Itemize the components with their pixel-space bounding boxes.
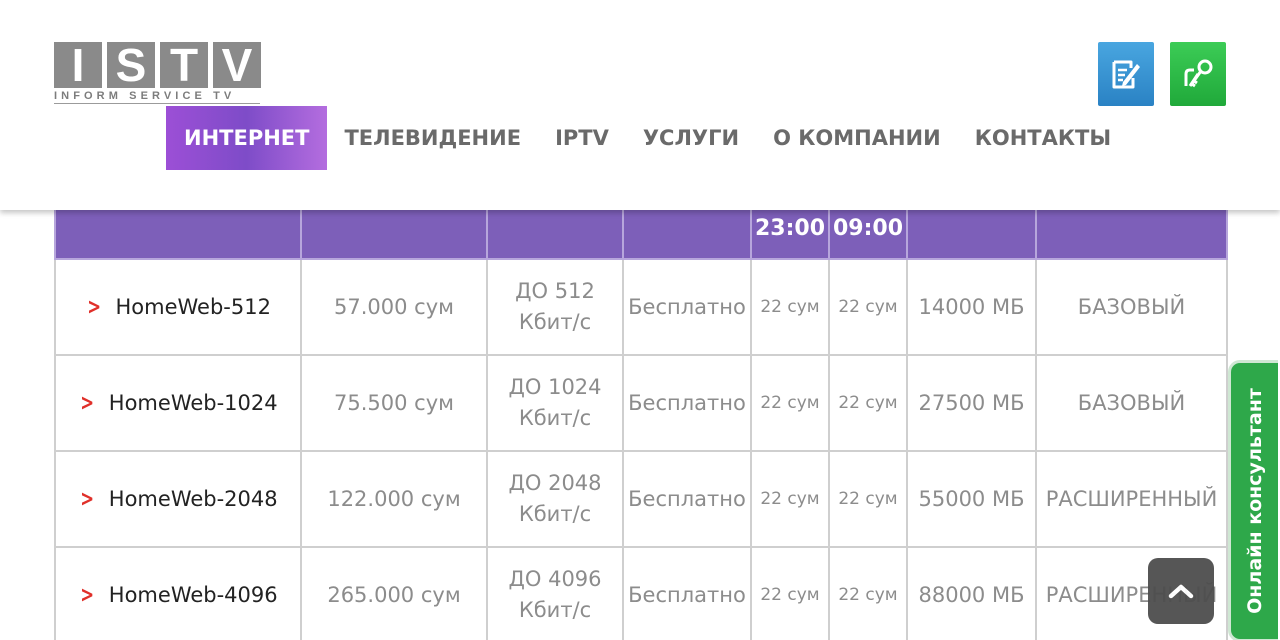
online-consultant-label: Онлайн консультант [1243, 388, 1266, 614]
tariff-rate-a: 22 сум [750, 258, 830, 356]
edit-document-button[interactable] [1098, 42, 1154, 106]
tariff-price: 265.000 сум [300, 546, 488, 640]
tariff-connection: Бесплатно [622, 258, 752, 356]
logo-letter: V [213, 42, 261, 88]
tariff-speed: ДО 1024 Кбит/с [486, 354, 624, 452]
tariff-connection: Бесплатно [622, 546, 752, 640]
main-nav: ИНТЕРНЕТ ТЕЛЕВИДЕНИЕ IPTV УСЛУГИ О КОМПА… [166, 106, 1128, 170]
tariff-traffic: 88000 МБ [906, 546, 1037, 640]
logo-letters: I S T V [54, 42, 264, 88]
tariff-package: БАЗОВЫЙ [1035, 354, 1228, 452]
tariff-package: БАЗОВЫЙ [1035, 258, 1228, 356]
tariff-traffic: 55000 МБ [906, 450, 1037, 548]
edit-document-icon [1112, 60, 1140, 89]
tariff-price: 75.500 сум [300, 354, 488, 452]
tariff-name: HomeWeb-4096 [108, 582, 278, 607]
nav-item-television[interactable]: ТЕЛЕВИДЕНИЕ [344, 126, 522, 150]
nav-item-internet[interactable]: ИНТЕРНЕТ [166, 106, 328, 170]
nav-item-services[interactable]: УСЛУГИ [642, 126, 740, 150]
logo-tagline: INFORM SERVICE TV [54, 90, 260, 104]
scroll-to-top-button[interactable] [1148, 558, 1214, 624]
site-header: I S T V INFORM SERVICE TV [0, 0, 1280, 210]
tariff-traffic: 27500 МБ [906, 354, 1037, 452]
tariff-traffic: 14000 МБ [906, 258, 1037, 356]
table-row: > HomeWeb-512 57.000 сум ДО 512 Кбит/с Бе… [54, 258, 1228, 356]
chevron-right-icon: > [80, 486, 95, 512]
nav-item-iptv[interactable]: IPTV [555, 126, 609, 150]
tariff-connection: Бесплатно [622, 450, 752, 548]
logo-letter: I [54, 42, 102, 88]
tariff-table-wrapper: 23:00 09:00 > HomeWeb-512 57.000 сум ДО 5… [54, 140, 1228, 640]
tariff-table: 23:00 09:00 > HomeWeb-512 57.000 сум ДО 5… [54, 140, 1228, 640]
tariff-speed: ДО 512 Кбит/с [486, 258, 624, 356]
istv-logo[interactable]: I S T V INFORM SERVICE TV [54, 42, 264, 108]
chevron-up-icon [1168, 584, 1194, 599]
tariff-rate-a: 22 сум [750, 354, 830, 452]
nav-item-about[interactable]: О КОМПАНИИ [773, 126, 941, 150]
tariff-connection: Бесплатно [622, 354, 752, 452]
chevron-right-icon: > [87, 294, 102, 320]
tariff-speed: ДО 4096 Кбит/с [486, 546, 624, 640]
tariff-rate-b: 22 сум [828, 546, 908, 640]
table-row: > HomeWeb-4096 265.000 сум ДО 4096 Кбит/с… [54, 546, 1228, 640]
tariff-name-cell[interactable]: > HomeWeb-1024 [54, 354, 302, 452]
tariff-price: 57.000 сум [300, 258, 488, 356]
tariff-rate-b: 22 сум [828, 450, 908, 548]
tariff-rate-a: 22 сум [750, 450, 830, 548]
online-consultant-tab[interactable]: Онлайн консультант [1228, 360, 1278, 640]
tariff-name: HomeWeb-2048 [108, 486, 278, 511]
tariff-rate-a: 22 сум [750, 546, 830, 640]
tariff-name: HomeWeb-1024 [108, 390, 278, 415]
chevron-right-icon: > [80, 390, 95, 416]
tariff-speed: ДО 2048 Кбит/с [486, 450, 624, 548]
table-row: > HomeWeb-2048 122.000 сум ДО 2048 Кбит/с… [54, 450, 1228, 548]
logo-letter: S [107, 42, 155, 88]
table-row: > HomeWeb-1024 75.500 сум ДО 1024 Кбит/с … [54, 354, 1228, 452]
tariff-name: HomeWeb-512 [115, 294, 271, 319]
login-key-button[interactable] [1170, 42, 1226, 106]
tariff-name-cell[interactable]: > HomeWeb-512 [54, 258, 302, 356]
tariff-rate-b: 22 сум [828, 354, 908, 452]
logo-letter: T [160, 42, 208, 88]
chevron-right-icon: > [80, 582, 95, 608]
key-login-icon [1184, 59, 1213, 88]
tariff-rate-b: 22 сум [828, 258, 908, 356]
tariff-price: 122.000 сум [300, 450, 488, 548]
tariff-package: РАСШИРЕННЫЙ [1035, 450, 1228, 548]
tariff-name-cell[interactable]: > HomeWeb-4096 [54, 546, 302, 640]
tariff-name-cell[interactable]: > HomeWeb-2048 [54, 450, 302, 548]
nav-item-contacts[interactable]: КОНТАКТЫ [974, 126, 1112, 150]
